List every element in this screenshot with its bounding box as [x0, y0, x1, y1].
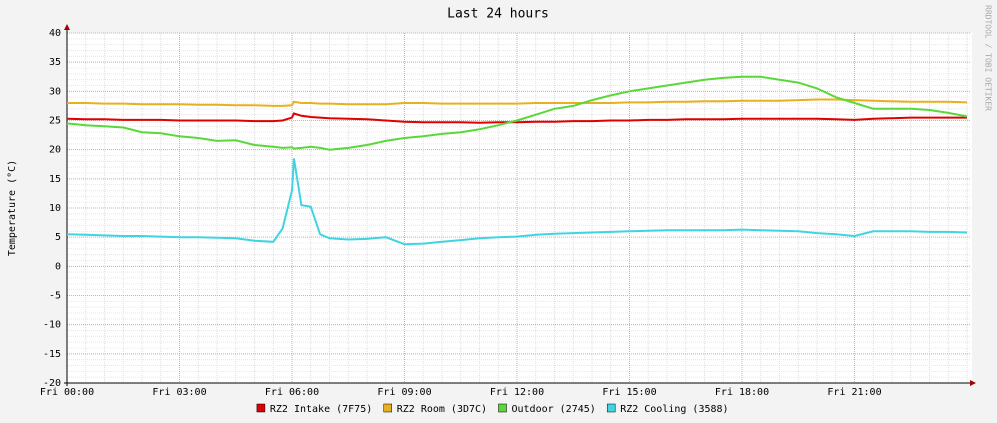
- series-line: [67, 98, 968, 107]
- legend-label: RZ2 Intake (7F75): [270, 404, 372, 415]
- axis-arrow: [64, 24, 70, 30]
- watermark: RRDTOOL / TOBI OETIKER: [984, 5, 993, 111]
- y-tick-label: -5: [49, 291, 61, 302]
- series-line: [66, 75, 968, 151]
- legend-label: Outdoor (2745): [512, 404, 596, 415]
- legend-label: RZ2 Cooling (3588): [620, 404, 728, 415]
- legend-label: RZ2 Room (3D7C): [397, 404, 487, 415]
- y-tick-label: 30: [49, 86, 61, 97]
- x-tick-label: Fri 12:00: [490, 387, 544, 398]
- series-line: [66, 112, 967, 124]
- legend-swatch: [498, 403, 507, 413]
- y-tick-label: -10: [43, 320, 61, 331]
- x-tick-label: Fri 09:00: [377, 387, 431, 398]
- legend-swatch: [606, 403, 616, 413]
- y-tick-label: 40: [49, 28, 61, 39]
- y-tick-label: 20: [49, 145, 61, 156]
- x-tick-label: Fri 00:00: [40, 387, 94, 398]
- legend-swatch: [256, 403, 266, 413]
- x-tick-label: Fri 18:00: [715, 387, 769, 398]
- y-tick-label: 10: [49, 203, 61, 214]
- y-tick-label: -20: [43, 378, 61, 389]
- y-tick-label: 5: [55, 232, 61, 243]
- y-tick-label: 25: [49, 116, 61, 127]
- legend-swatch: [383, 403, 392, 413]
- y-tick-label: 0: [55, 261, 61, 272]
- x-tick-label: Fri 03:00: [152, 387, 206, 398]
- y-axis-label: Temperature (°C): [7, 160, 18, 256]
- x-tick-label: Fri 06:00: [265, 387, 319, 398]
- y-tick-label: -15: [43, 349, 61, 360]
- x-tick-label: Fri 15:00: [602, 387, 656, 398]
- y-tick-label: 15: [49, 174, 61, 185]
- axis-arrow: [970, 380, 976, 386]
- y-tick-label: 35: [49, 57, 61, 68]
- chart-title: Last 24 hours: [447, 7, 549, 22]
- x-tick-label: Fri 21:00: [827, 387, 881, 398]
- series-line: [66, 158, 968, 246]
